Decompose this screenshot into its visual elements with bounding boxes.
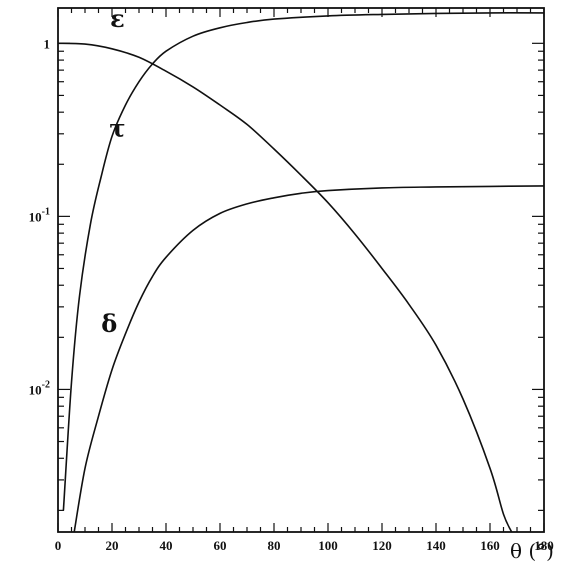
x-tick-label: 100 [318,538,338,553]
y-tick-label: 1 [44,36,51,51]
x-tick-label: 60 [214,538,227,553]
series-line-tau [62,12,545,511]
x-tick-label: 0 [55,538,62,553]
y-tick-label: 10-1 [29,206,50,224]
x-tick-label: 40 [160,538,173,553]
x-tick-label: 180 [534,538,554,553]
series-line-epsilon [57,42,513,533]
series-line-delta [73,185,545,533]
x-axis-ticks: 0 20 40 60 80 100 120 140 160 180 [55,8,554,553]
y-axis-ticks: 1 10-1 10-2 [29,36,544,511]
y-tick-label: 10-2 [29,379,50,397]
x-tick-label: 140 [426,538,446,553]
x-axis-title: θ (°) [510,539,554,563]
x-tick-label: 160 [480,538,500,553]
series-label-delta: δ [101,309,117,338]
series-label-tau: τ [109,113,125,142]
x-tick-label: 120 [372,538,392,553]
plot-frame [57,7,545,533]
curves-group [57,12,545,533]
x-tick-label: 80 [268,538,281,553]
series-label-epsilon: ε [110,4,125,33]
curve-labels: ε τ δ [101,4,125,338]
x-tick-label: 20 [106,538,119,553]
